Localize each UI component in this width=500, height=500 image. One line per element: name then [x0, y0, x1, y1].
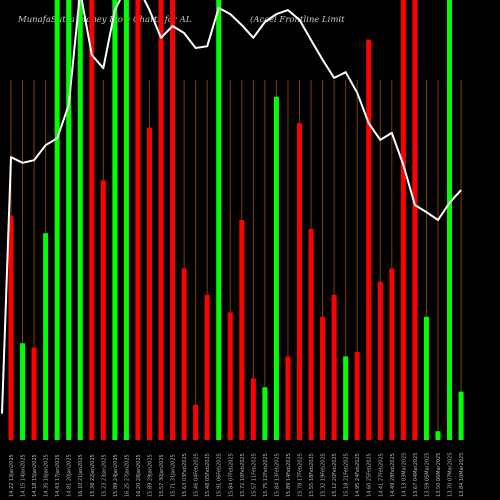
money-flow-bar-1-down [8, 215, 14, 440]
money-flow-bar-36-down [412, 0, 418, 440]
x-tick-label: 15.72 10Feb2025 [240, 453, 246, 497]
x-tick-label: 14.95 24Feb2025 [355, 453, 361, 497]
money-flow-bar-31-down [354, 352, 360, 440]
x-tick-label: 14.41 27Feb2025 [378, 453, 384, 497]
x-tick-label: 15.23 23Jan2025 [101, 454, 107, 497]
x-tick-label: 15.57 30Jan2025 [159, 454, 165, 497]
money-flow-bar-6-up [66, 0, 72, 440]
x-tick-label: 15.55 18Feb2025 [309, 453, 315, 497]
money-flow-bar-10-up [112, 0, 118, 440]
x-tick-label: 15.89 29Jan2025 [147, 454, 153, 497]
x-axis-labels: 14.22 13Jan2025 14.15 14Jan2025 14.18 15Ja… [9, 453, 465, 497]
x-tick-label: 15.46 04Feb2025 [194, 453, 200, 497]
money-flow-bars [8, 0, 464, 441]
x-tick-label: 13.67 04Mar2025 [413, 453, 419, 497]
money-flow-bar-34-down [389, 268, 395, 440]
money-flow-bar-4-up [43, 233, 49, 440]
x-tick-label: 15.18 21Feb2025 [344, 453, 350, 497]
x-tick-label: 15.84 13Feb2025 [274, 453, 280, 497]
money-flow-bar-39-up [447, 0, 453, 440]
x-tick-label: 15.57 11Feb2025 [251, 453, 257, 497]
x-tick-label: 13.70 07Mar2025 [448, 453, 454, 497]
money-flow-bar-22-down [250, 378, 256, 440]
x-tick-label: 14.15 14Jan2025 [21, 454, 27, 497]
x-tick-label: 15.89 14Feb2025 [286, 453, 292, 497]
price-line [1, 0, 462, 414]
x-tick-label: 13.59 05Mar2025 [424, 453, 430, 497]
x-tick-label: 15.12 20Feb2025 [332, 453, 338, 497]
x-tick-label: 15.91 06Feb2025 [217, 453, 223, 497]
money-flow-bar-35-down [400, 0, 406, 440]
money-flow-bar-14-down [158, 0, 164, 440]
x-tick-label: 14.22 13Jan2025 [9, 454, 15, 497]
money-flow-bar-12-down [135, 0, 141, 440]
money-flow-bar-18-down [204, 294, 210, 440]
money-flow-bar-5-up [54, 0, 60, 440]
x-tick-label: 15.71 31Jan2025 [171, 454, 177, 497]
money-flow-bar-29-down [331, 294, 337, 440]
money-flow-bar-8-down [89, 0, 95, 440]
money-flow-bar-26-down [297, 123, 302, 440]
chart-title: MunafaSutra Money Flow Charts for AL [17, 15, 192, 25]
money-flow-bar-38-up [435, 431, 441, 440]
x-tick-label: 14.35 16Jan2025 [44, 454, 50, 497]
x-tick-label: 14.13 03Mar2025 [401, 453, 407, 497]
x-tick-label: 15.89 24Jan2025 [113, 454, 119, 497]
x-tick-label: 15.63 03Feb2025 [182, 453, 188, 497]
money-flow-bar-28-down [320, 316, 326, 440]
money-flow-bar-17-down [193, 404, 199, 440]
x-tick-label: 15.38 22Jan2025 [90, 454, 96, 497]
money-flow-bar-16-down [181, 268, 187, 440]
x-tick-label: 16.20 28Jan2025 [136, 454, 142, 497]
x-tick-label: 14.43 17Jan2025 [55, 454, 61, 497]
money-flow-bar-40-up [458, 391, 464, 440]
money-flow-bar-33-down [377, 281, 383, 440]
money-flow-bar-13-down [146, 127, 152, 440]
title-group: MunafaSutra Money Flow Charts for AL (Ac… [17, 14, 345, 25]
money-flow-bar-9-down [100, 180, 106, 440]
money-flow-bar-37-up [423, 316, 429, 440]
money-flow-bar-27-down [308, 228, 314, 440]
x-tick-label: 15.48 05Feb2025 [205, 453, 211, 497]
money-flow-bar-19-up [216, 0, 222, 440]
money-flow-bar-23-up [262, 387, 268, 440]
money-flow-bar-3-down [31, 347, 37, 440]
money-flow-bar-30-up [343, 356, 349, 440]
x-tick-label: 15.84 07Feb2025 [228, 453, 234, 497]
money-flow-bar-24-up [273, 96, 279, 441]
money-flow-bar-11-up [123, 0, 129, 440]
x-tick-label: 14.81 20Jan2025 [67, 454, 73, 497]
money-flow-bar-25-down [285, 356, 291, 440]
x-tick-label: 14.60 25Feb2025 [367, 453, 373, 497]
chart-subtitle: (Accel Frontline Limit [250, 14, 345, 25]
x-tick-label: 16.10 21Jan2025 [78, 454, 84, 497]
money-flow-bar-21-down [239, 220, 245, 440]
money-flow-bar-32-down [366, 39, 372, 440]
money-flow-bar-7-up [77, 0, 83, 440]
x-tick-label: 15.75 12Feb2025 [263, 453, 269, 497]
x-tick-label: 16.25 27Jan2025 [124, 454, 130, 497]
x-tick-label: 15.78 17Feb2025 [298, 453, 304, 497]
price-line-group [1, 0, 462, 414]
money-flow-bar-20-down [227, 312, 233, 440]
x-tick-label: 14.18 15Jan2025 [32, 454, 38, 497]
x-tick-label: 13.50 06Mar2025 [436, 453, 442, 497]
money-flow-bar-15-down [170, 0, 176, 440]
money-flow-bar-2-up [20, 343, 26, 440]
x-tick-label: 14.49 28Feb2025 [390, 453, 396, 497]
x-tick-label: 15.32 19Feb2025 [321, 453, 327, 497]
x-tick-label: 13.84 10Mar2025 [459, 453, 465, 497]
